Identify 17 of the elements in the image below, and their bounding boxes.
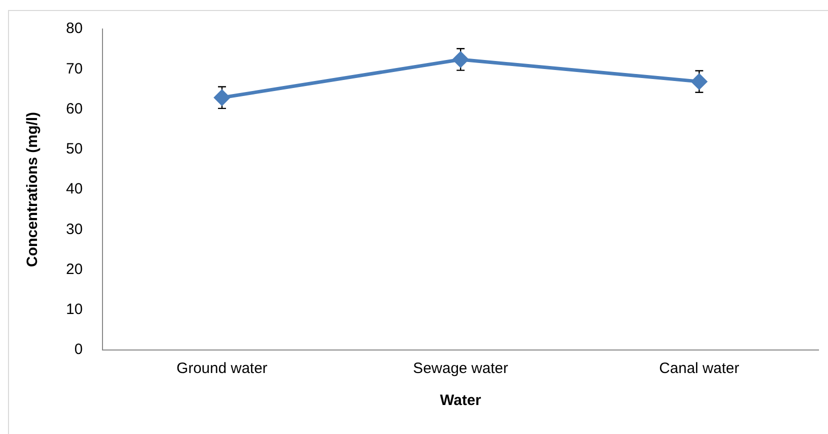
x-tick-label: Sewage water <box>413 360 508 378</box>
point <box>691 74 707 90</box>
x-axis-title: Water <box>440 392 482 410</box>
x-tick-label: Canal water <box>659 360 740 378</box>
y-tick-label: 10 <box>66 301 83 318</box>
y-axis-title: Concentrations (mg/l) <box>24 112 42 268</box>
y-tick-label: 0 <box>74 341 83 358</box>
y-tick-label: 50 <box>66 140 83 158</box>
point <box>452 52 468 68</box>
y-tick-label: 40 <box>66 180 83 198</box>
y-tick-label: 30 <box>66 220 83 238</box>
y-tick-label: 60 <box>66 100 83 118</box>
y-tick-label: 80 <box>66 20 83 38</box>
y-tick-label: 20 <box>66 260 83 278</box>
x-tick-label: Ground water <box>176 360 268 378</box>
point <box>214 90 230 106</box>
y-tick-label: 70 <box>66 60 83 78</box>
